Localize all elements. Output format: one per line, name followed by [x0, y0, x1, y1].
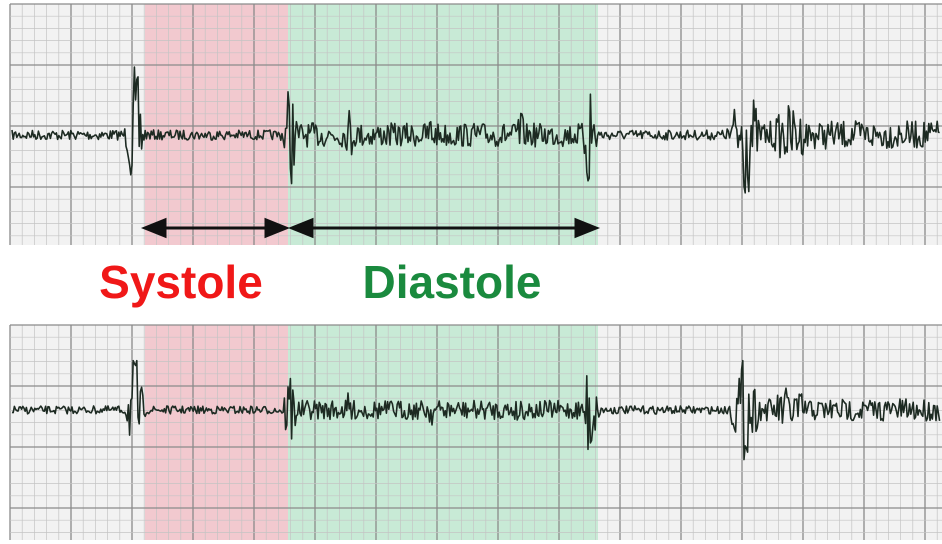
grid	[9, 3, 942, 540]
arrow-head	[264, 217, 291, 239]
systole-label: Systole	[99, 256, 263, 308]
diastole-region	[288, 4, 598, 245]
waveform	[11, 359, 941, 461]
arrow-head	[574, 217, 601, 239]
traces	[11, 66, 941, 461]
arrow-head	[140, 217, 167, 239]
waveform	[11, 66, 940, 194]
interval-arrows	[140, 217, 601, 239]
arrow-head	[287, 217, 314, 239]
diastole-label: Diastole	[363, 256, 542, 308]
